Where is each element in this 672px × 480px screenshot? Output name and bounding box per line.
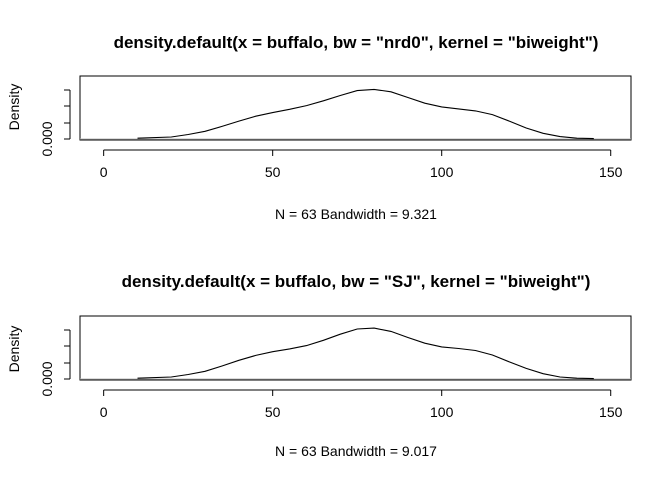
x-tick-label: 100 — [430, 164, 454, 180]
x-tick-label: 150 — [599, 164, 623, 180]
plot-frame — [79, 315, 632, 381]
plot-region: 0 50 100 150 0.000 — [39, 327, 631, 420]
panel-title: density.default(x = buffalo, bw = "nrd0"… — [114, 33, 599, 52]
density-panel-sj: density.default(x = buffalo, bw = "SJ", … — [6, 272, 632, 459]
x-tick-label: 50 — [265, 404, 281, 420]
x-axis-label: N = 63 Bandwidth = 9.321 — [275, 206, 437, 222]
x-tick-label: 150 — [599, 404, 623, 420]
x-axis-label: N = 63 Bandwidth = 9.017 — [275, 443, 437, 459]
plot-region: 0 50 100 150 0.000 — [39, 88, 631, 180]
density-curve — [137, 327, 594, 380]
x-tick-label: 100 — [430, 404, 454, 420]
panel-title: density.default(x = buffalo, bw = "SJ", … — [122, 272, 591, 291]
y-tick-label: 0.000 — [39, 361, 55, 396]
density-curve — [137, 88, 594, 140]
density-panel-nrd0: density.default(x = buffalo, bw = "nrd0"… — [6, 33, 632, 222]
x-tick-label: 0 — [100, 164, 108, 180]
x-tick-label: 50 — [265, 164, 281, 180]
y-tick-label: 0.000 — [39, 121, 55, 156]
plot-frame — [79, 75, 632, 141]
y-axis-label: Density — [6, 326, 22, 373]
x-tick-label: 0 — [100, 404, 108, 420]
y-axis-label: Density — [6, 84, 22, 131]
